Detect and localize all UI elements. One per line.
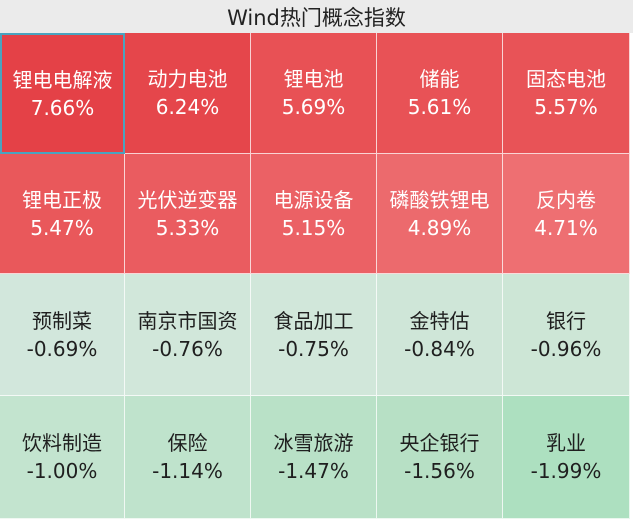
concept-name: 锂电正极 — [22, 187, 102, 212]
concept-name: 锂电池 — [283, 67, 344, 91]
concept-tile[interactable]: 动力电池 6.24% — [125, 33, 251, 154]
concept-name: 南京市国资 — [137, 308, 238, 333]
concept-tile[interactable]: 锂电正极 5.47% — [0, 154, 125, 274]
concept-change: -1.56% — [404, 459, 475, 483]
concept-name: 电源设备 — [273, 187, 354, 212]
concept-tile[interactable]: 南京市国资 -0.76% — [125, 274, 251, 396]
concept-change: 5.69% — [281, 95, 346, 119]
concept-change: -0.76% — [152, 336, 223, 361]
concept-tile[interactable]: 光伏逆变器 5.33% — [125, 154, 251, 274]
concept-change: -1.99% — [530, 459, 602, 483]
concept-name: 固态电池 — [526, 67, 606, 91]
concept-change: 6.24% — [155, 95, 220, 119]
concept-change: 5.15% — [281, 215, 346, 240]
concept-name: 保险 — [167, 431, 208, 455]
concept-name: 储能 — [419, 67, 460, 91]
concept-change: -1.14% — [152, 459, 223, 483]
concept-name: 动力电池 — [147, 67, 228, 91]
concept-change: 5.61% — [407, 95, 472, 119]
concept-tile[interactable]: 固态电池 5.57% — [503, 33, 630, 154]
concept-change: 5.57% — [534, 95, 598, 119]
concept-tile[interactable]: 饮料制造 -1.00% — [0, 396, 125, 519]
concept-name: 反内卷 — [536, 187, 596, 212]
concept-name: 冰雪旅游 — [273, 431, 354, 455]
concept-tile[interactable]: 金特估 -0.84% — [377, 274, 503, 396]
concept-tile[interactable]: 预制菜 -0.69% — [0, 274, 125, 396]
concept-tile[interactable]: 冰雪旅游 -1.47% — [251, 396, 377, 519]
heatmap-title: Wind热门概念指数 — [0, 0, 633, 33]
concept-change: -1.47% — [278, 459, 349, 483]
concept-tile[interactable]: 食品加工 -0.75% — [251, 274, 377, 396]
concept-name: 央企银行 — [399, 431, 480, 455]
concept-name: 银行 — [546, 308, 586, 333]
concept-change: 4.71% — [534, 215, 598, 240]
concept-heatmap: 锂电电解液 7.66% 动力电池 6.24% 锂电池 5.69% 储能 5.61… — [0, 33, 630, 519]
concept-change: -0.84% — [404, 336, 475, 361]
concept-tile[interactable]: 银行 -0.96% — [503, 274, 630, 396]
concept-change: 5.47% — [30, 215, 94, 240]
concept-change: 7.66% — [30, 95, 95, 120]
concept-tile[interactable]: 磷酸铁锂电 4.89% — [377, 154, 503, 274]
concept-tile[interactable]: 反内卷 4.71% — [503, 154, 630, 274]
concept-change: -0.69% — [26, 336, 98, 361]
concept-change: -0.96% — [530, 336, 602, 361]
concept-change: 5.33% — [155, 215, 220, 240]
concept-name: 锂电电解液 — [12, 67, 113, 92]
concept-name: 食品加工 — [273, 308, 354, 333]
concept-name: 光伏逆变器 — [137, 187, 238, 212]
right-edge-strip — [630, 33, 633, 519]
concept-name: 饮料制造 — [22, 431, 102, 455]
concept-tile[interactable]: 锂电池 5.69% — [251, 33, 377, 154]
concept-change: 4.89% — [407, 215, 472, 240]
concept-name: 磷酸铁锂电 — [389, 187, 490, 212]
concept-change: -1.00% — [26, 459, 98, 483]
concept-name: 乳业 — [546, 431, 586, 455]
concept-tile[interactable]: 保险 -1.14% — [125, 396, 251, 519]
concept-name: 金特估 — [409, 308, 470, 333]
concept-tile[interactable]: 电源设备 5.15% — [251, 154, 377, 274]
concept-tile[interactable]: 乳业 -1.99% — [503, 396, 630, 519]
concept-tile[interactable]: 储能 5.61% — [377, 33, 503, 154]
concept-tile[interactable]: 锂电电解液 7.66% — [0, 33, 125, 154]
concept-name: 预制菜 — [32, 308, 92, 333]
concept-change: -0.75% — [278, 336, 349, 361]
concept-tile[interactable]: 央企银行 -1.56% — [377, 396, 503, 519]
